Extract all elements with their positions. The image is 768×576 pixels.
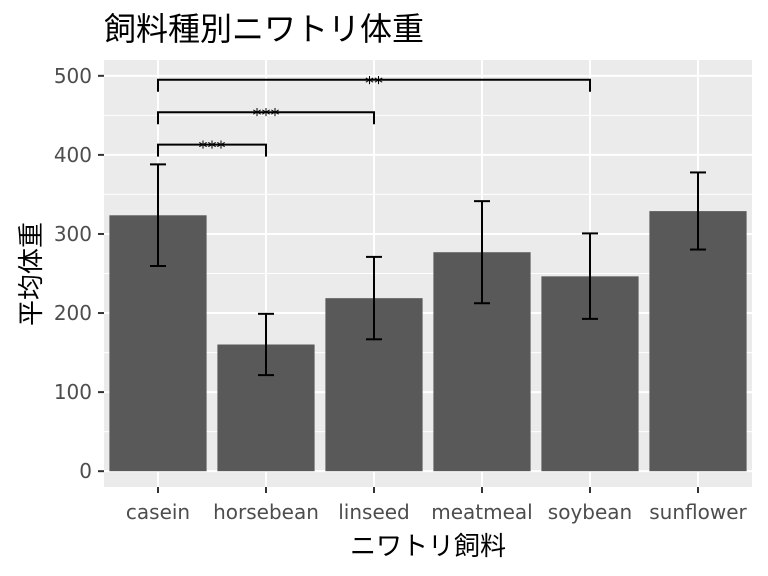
y-tick-label: 200 <box>54 301 92 325</box>
significance-bracket <box>157 111 375 125</box>
x-tick-label: linseed <box>338 500 410 524</box>
x-tick-label: horsebean <box>213 500 319 524</box>
minor-gridlines <box>104 114 752 433</box>
significance-bracket <box>157 78 591 92</box>
y-tick-label: 0 <box>79 459 92 483</box>
bar-sunflower <box>649 211 747 472</box>
error-bars <box>150 163 706 377</box>
y-tick-label: 500 <box>54 64 92 88</box>
significance-label: ** <box>365 73 383 94</box>
y-tick-label: 400 <box>54 143 92 167</box>
x-tick-label: meatmeal <box>431 500 532 524</box>
y-tick-label: 100 <box>54 380 92 404</box>
significance-label: *** <box>253 105 280 126</box>
y-tick-label: 300 <box>54 222 92 246</box>
x-tick-label: soybean <box>548 500 632 524</box>
y-axis-title: 平均体重 <box>17 222 47 326</box>
x-axis: casein horsebean linseed meatmeal soybean sun… <box>126 487 748 524</box>
x-axis-title: ニワトリ飼料 <box>350 532 506 562</box>
significance-label: *** <box>199 138 226 159</box>
y-axis: 0 100 200 300 400 500 <box>54 64 104 483</box>
significance-brackets: ******** <box>157 73 591 159</box>
significance-bracket <box>157 143 267 157</box>
x-tick-label: casein <box>126 500 190 524</box>
x-tick-label: sunflower <box>649 500 747 524</box>
chart-title: 飼料種別ニワトリ体重 <box>104 10 424 48</box>
